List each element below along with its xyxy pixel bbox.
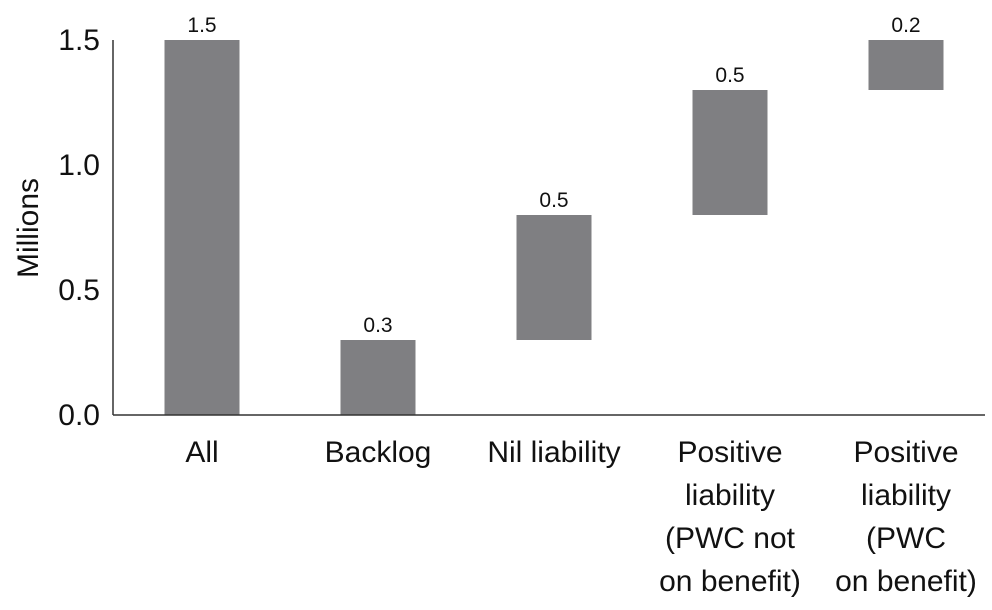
bar: [516, 215, 592, 340]
bar-data-label: 0.3: [363, 314, 392, 337]
x-axis-labels: All Backlog Nil liability Positive liability…: [185, 436, 977, 598]
bar-data-label: 0.5: [539, 189, 568, 212]
bar-data-label: 0.5: [715, 64, 744, 87]
axes: [112, 40, 985, 416]
x-category-label: (PWC: [866, 522, 946, 555]
x-category-label: Positive: [677, 436, 782, 469]
bar: [868, 40, 944, 90]
bar: [340, 340, 416, 415]
x-category-label: All: [185, 436, 218, 469]
bar-data-label: 1.5: [187, 14, 216, 37]
x-category-label: Nil liability: [487, 436, 620, 469]
x-category-label: Backlog: [325, 436, 432, 469]
x-category-label: on benefit): [659, 565, 801, 598]
x-category-label: liability: [861, 479, 951, 512]
data-labels: 1.5 0.3 0.5 0.5 0.2: [187, 14, 920, 337]
y-axis-ticks: 0.0 0.5 1.0 1.5: [58, 24, 100, 432]
y-axis-title: Millions: [12, 178, 45, 278]
x-category-label: (PWC not: [665, 522, 796, 555]
bar: [164, 40, 240, 415]
x-category-label: on benefit): [835, 565, 977, 598]
bar-data-label: 0.2: [891, 14, 920, 37]
x-category-label: Positive: [853, 436, 958, 469]
y-tick-label: 0.0: [58, 399, 100, 432]
y-tick-label: 1.0: [58, 149, 100, 182]
x-category-label: liability: [685, 479, 775, 512]
y-tick-label: 1.5: [58, 24, 100, 57]
y-tick-label: 0.5: [58, 274, 100, 307]
bar: [692, 90, 768, 215]
bars: [164, 40, 944, 415]
y-axis-title-group: Millions: [12, 178, 45, 278]
